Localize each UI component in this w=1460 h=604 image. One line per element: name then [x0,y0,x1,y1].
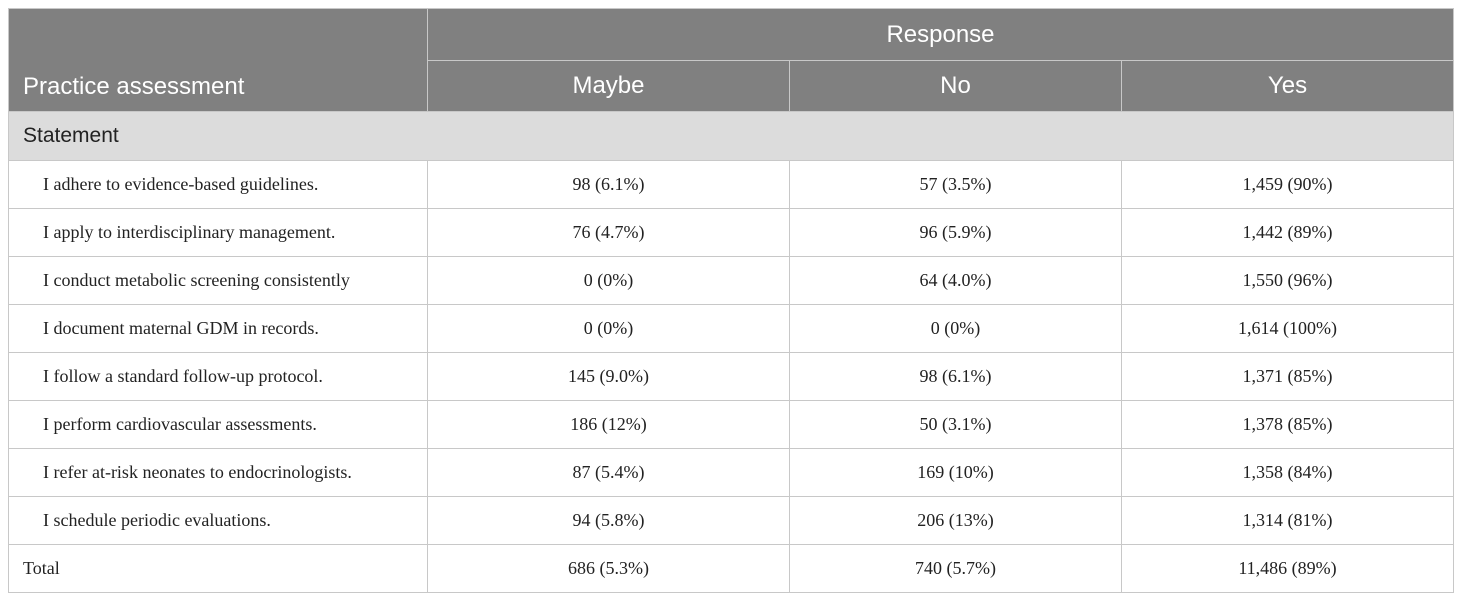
practice-assessment-table-container: Practice assessment Response Maybe No Ye… [8,8,1454,593]
stub-header: Practice assessment [8,8,428,112]
total-label: Total [8,544,428,593]
row-label: I adhere to evidence-based guidelines. [8,160,428,209]
cell-maybe: 186 (12%) [427,400,790,449]
cell-maybe: 0 (0%) [427,304,790,353]
cell-maybe: 87 (5.4%) [427,448,790,497]
row-label: I document maternal GDM in records. [8,304,428,353]
cell-no: 169 (10%) [789,448,1122,497]
row-label: I perform cardiovascular assessments. [8,400,428,449]
cell-no: 96 (5.9%) [789,208,1122,257]
table-row: I adhere to evidence-based guidelines. 9… [8,160,1454,209]
cell-no: 50 (3.1%) [789,400,1122,449]
cell-no: 57 (3.5%) [789,160,1122,209]
response-group-header: Response [427,8,1454,61]
cell-no: 64 (4.0%) [789,256,1122,305]
table-row: I document maternal GDM in records. 0 (0… [8,304,1454,353]
total-maybe: 686 (5.3%) [427,544,790,593]
total-yes: 11,486 (89%) [1121,544,1454,593]
column-header-maybe: Maybe [427,60,790,112]
cell-no: 0 (0%) [789,304,1122,353]
table-header: Practice assessment Response Maybe No Ye… [8,8,1454,112]
cell-yes: 1,371 (85%) [1121,352,1454,401]
row-label: I apply to interdisciplinary management. [8,208,428,257]
cell-maybe: 76 (4.7%) [427,208,790,257]
cell-yes: 1,614 (100%) [1121,304,1454,353]
cell-yes: 1,550 (96%) [1121,256,1454,305]
row-label: I conduct metabolic screening consistent… [8,256,428,305]
cell-maybe: 145 (9.0%) [427,352,790,401]
cell-no: 206 (13%) [789,496,1122,545]
total-no: 740 (5.7%) [789,544,1122,593]
total-row: Total 686 (5.3%) 740 (5.7%) 11,486 (89%) [8,544,1454,593]
cell-maybe: 94 (5.8%) [427,496,790,545]
cell-yes: 1,358 (84%) [1121,448,1454,497]
cell-maybe: 0 (0%) [427,256,790,305]
row-label: I follow a standard follow-up protocol. [8,352,428,401]
cell-yes: 1,442 (89%) [1121,208,1454,257]
table-body: Statement I adhere to evidence-based gui… [8,111,1454,593]
row-label: I refer at-risk neonates to endocrinolog… [8,448,428,497]
cell-yes: 1,314 (81%) [1121,496,1454,545]
cell-yes: 1,459 (90%) [1121,160,1454,209]
row-label: I schedule periodic evaluations. [8,496,428,545]
practice-assessment-table: Practice assessment Response Maybe No Ye… [8,8,1454,593]
table-row: I perform cardiovascular assessments. 18… [8,400,1454,449]
table-row: I conduct metabolic screening consistent… [8,256,1454,305]
table-row: I apply to interdisciplinary management.… [8,208,1454,257]
table-row: I follow a standard follow-up protocol. … [8,352,1454,401]
cell-no: 98 (6.1%) [789,352,1122,401]
section-label: Statement [8,111,1454,161]
cell-maybe: 98 (6.1%) [427,160,790,209]
cell-yes: 1,378 (85%) [1121,400,1454,449]
column-header-yes: Yes [1121,60,1454,112]
section-row: Statement [8,111,1454,161]
table-row: I refer at-risk neonates to endocrinolog… [8,448,1454,497]
table-row: I schedule periodic evaluations. 94 (5.8… [8,496,1454,545]
column-header-no: No [789,60,1122,112]
